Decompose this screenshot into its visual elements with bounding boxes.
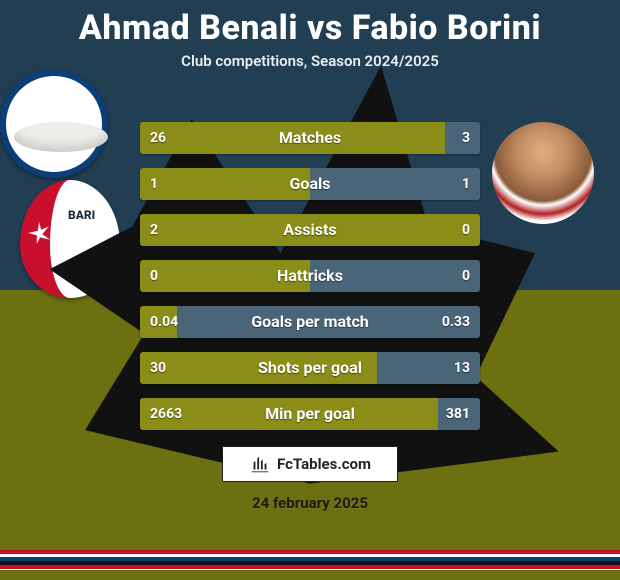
stat-row: 3013Shots per goal [140,352,480,384]
comparison-card: Ahmad Benali vs Fabio Borini Club compet… [0,0,620,580]
watermark-text: FcTables.com [277,455,371,473]
stat-row: 2663381Min per goal [140,398,480,430]
page-subtitle: Club competitions, Season 2024/2025 [0,52,620,70]
stat-row: 11Goals [140,168,480,200]
stat-row: 0.040.33Goals per match [140,306,480,338]
chart-icon [249,453,271,475]
stat-row: 263Matches [140,122,480,154]
stat-row: 20Assists [140,214,480,246]
stat-bars: 263Matches 11Goals 20Assists 00Hattricks 0.0… [140,122,480,444]
stat-label: Matches [140,122,480,154]
stat-label: Assists [140,214,480,246]
stat-label: Hattricks [140,260,480,292]
watermark: FcTables.com [222,446,398,482]
stat-row: 00Hattricks [140,260,480,292]
date-label: 24 february 2025 [0,494,620,512]
page-title: Ahmad Benali vs Fabio Borini [0,0,620,48]
player-photo-left [14,122,108,152]
stat-label: Goals per match [140,306,480,338]
stat-label: Shots per goal [140,352,480,384]
stat-label: Goals [140,168,480,200]
player-photo-right [492,122,594,224]
stat-label: Min per goal [140,398,480,430]
